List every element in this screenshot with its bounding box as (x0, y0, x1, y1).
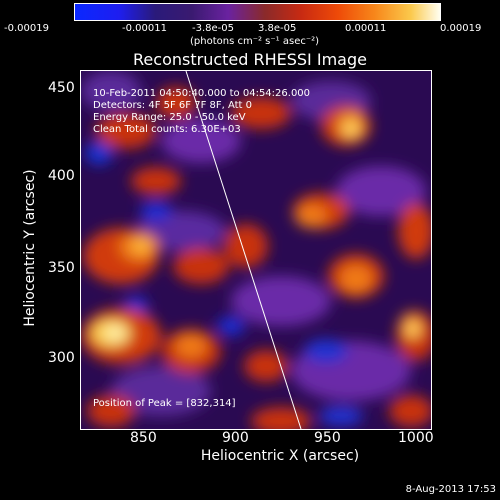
x-axis-label: Heliocentric X (arcsec) (200, 448, 360, 464)
colorbar-tick: -3.8e-05 (192, 23, 234, 34)
y-tick-label: 400 (48, 168, 75, 184)
info-time-range: 10-Feb-2011 04:50:40.000 to 04:54:26.000 (93, 88, 311, 99)
y-axis-label: Heliocentric Y (arcsec) (22, 169, 38, 327)
colorbar-tick: 3.8e-05 (258, 23, 297, 34)
y-tick-label: 350 (48, 260, 75, 276)
plot-title: Reconstructed RHESSI Image (133, 50, 367, 69)
colorbar-tick: 0.00019 (440, 23, 482, 34)
peak-position-label: Position of Peak = [832,314] (93, 398, 236, 409)
x-tick-label: 950 (314, 430, 341, 446)
y-tick-label: 300 (48, 350, 75, 366)
heatmap-image (81, 71, 431, 429)
heatmap-blobs (81, 71, 431, 429)
colorbar-unit-label: (photons cm⁻² s⁻¹ asec⁻²) (190, 36, 320, 47)
solar-limb-line (185, 71, 302, 429)
colorbar-tick: 0.00011 (345, 23, 387, 34)
info-energy-range: Energy Range: 25.0 - 50.0 keV (93, 112, 246, 123)
x-tick-label: 900 (222, 430, 249, 446)
colorbar-tick: -0.00019 (4, 23, 49, 34)
info-clean-counts: Clean Total counts: 6.30E+03 (93, 124, 241, 135)
colorbar (74, 3, 441, 21)
heatmap-plot (80, 70, 432, 430)
x-tick-label: 850 (130, 430, 157, 446)
colorbar-tick: -0.00011 (122, 23, 167, 34)
timestamp: 8-Aug-2013 17:53 (405, 484, 496, 495)
x-tick-label: 1000 (398, 430, 434, 446)
y-tick-label: 450 (48, 80, 75, 96)
info-detectors: Detectors: 4F 5F 6F 7F 8F, Att 0 (93, 100, 253, 111)
